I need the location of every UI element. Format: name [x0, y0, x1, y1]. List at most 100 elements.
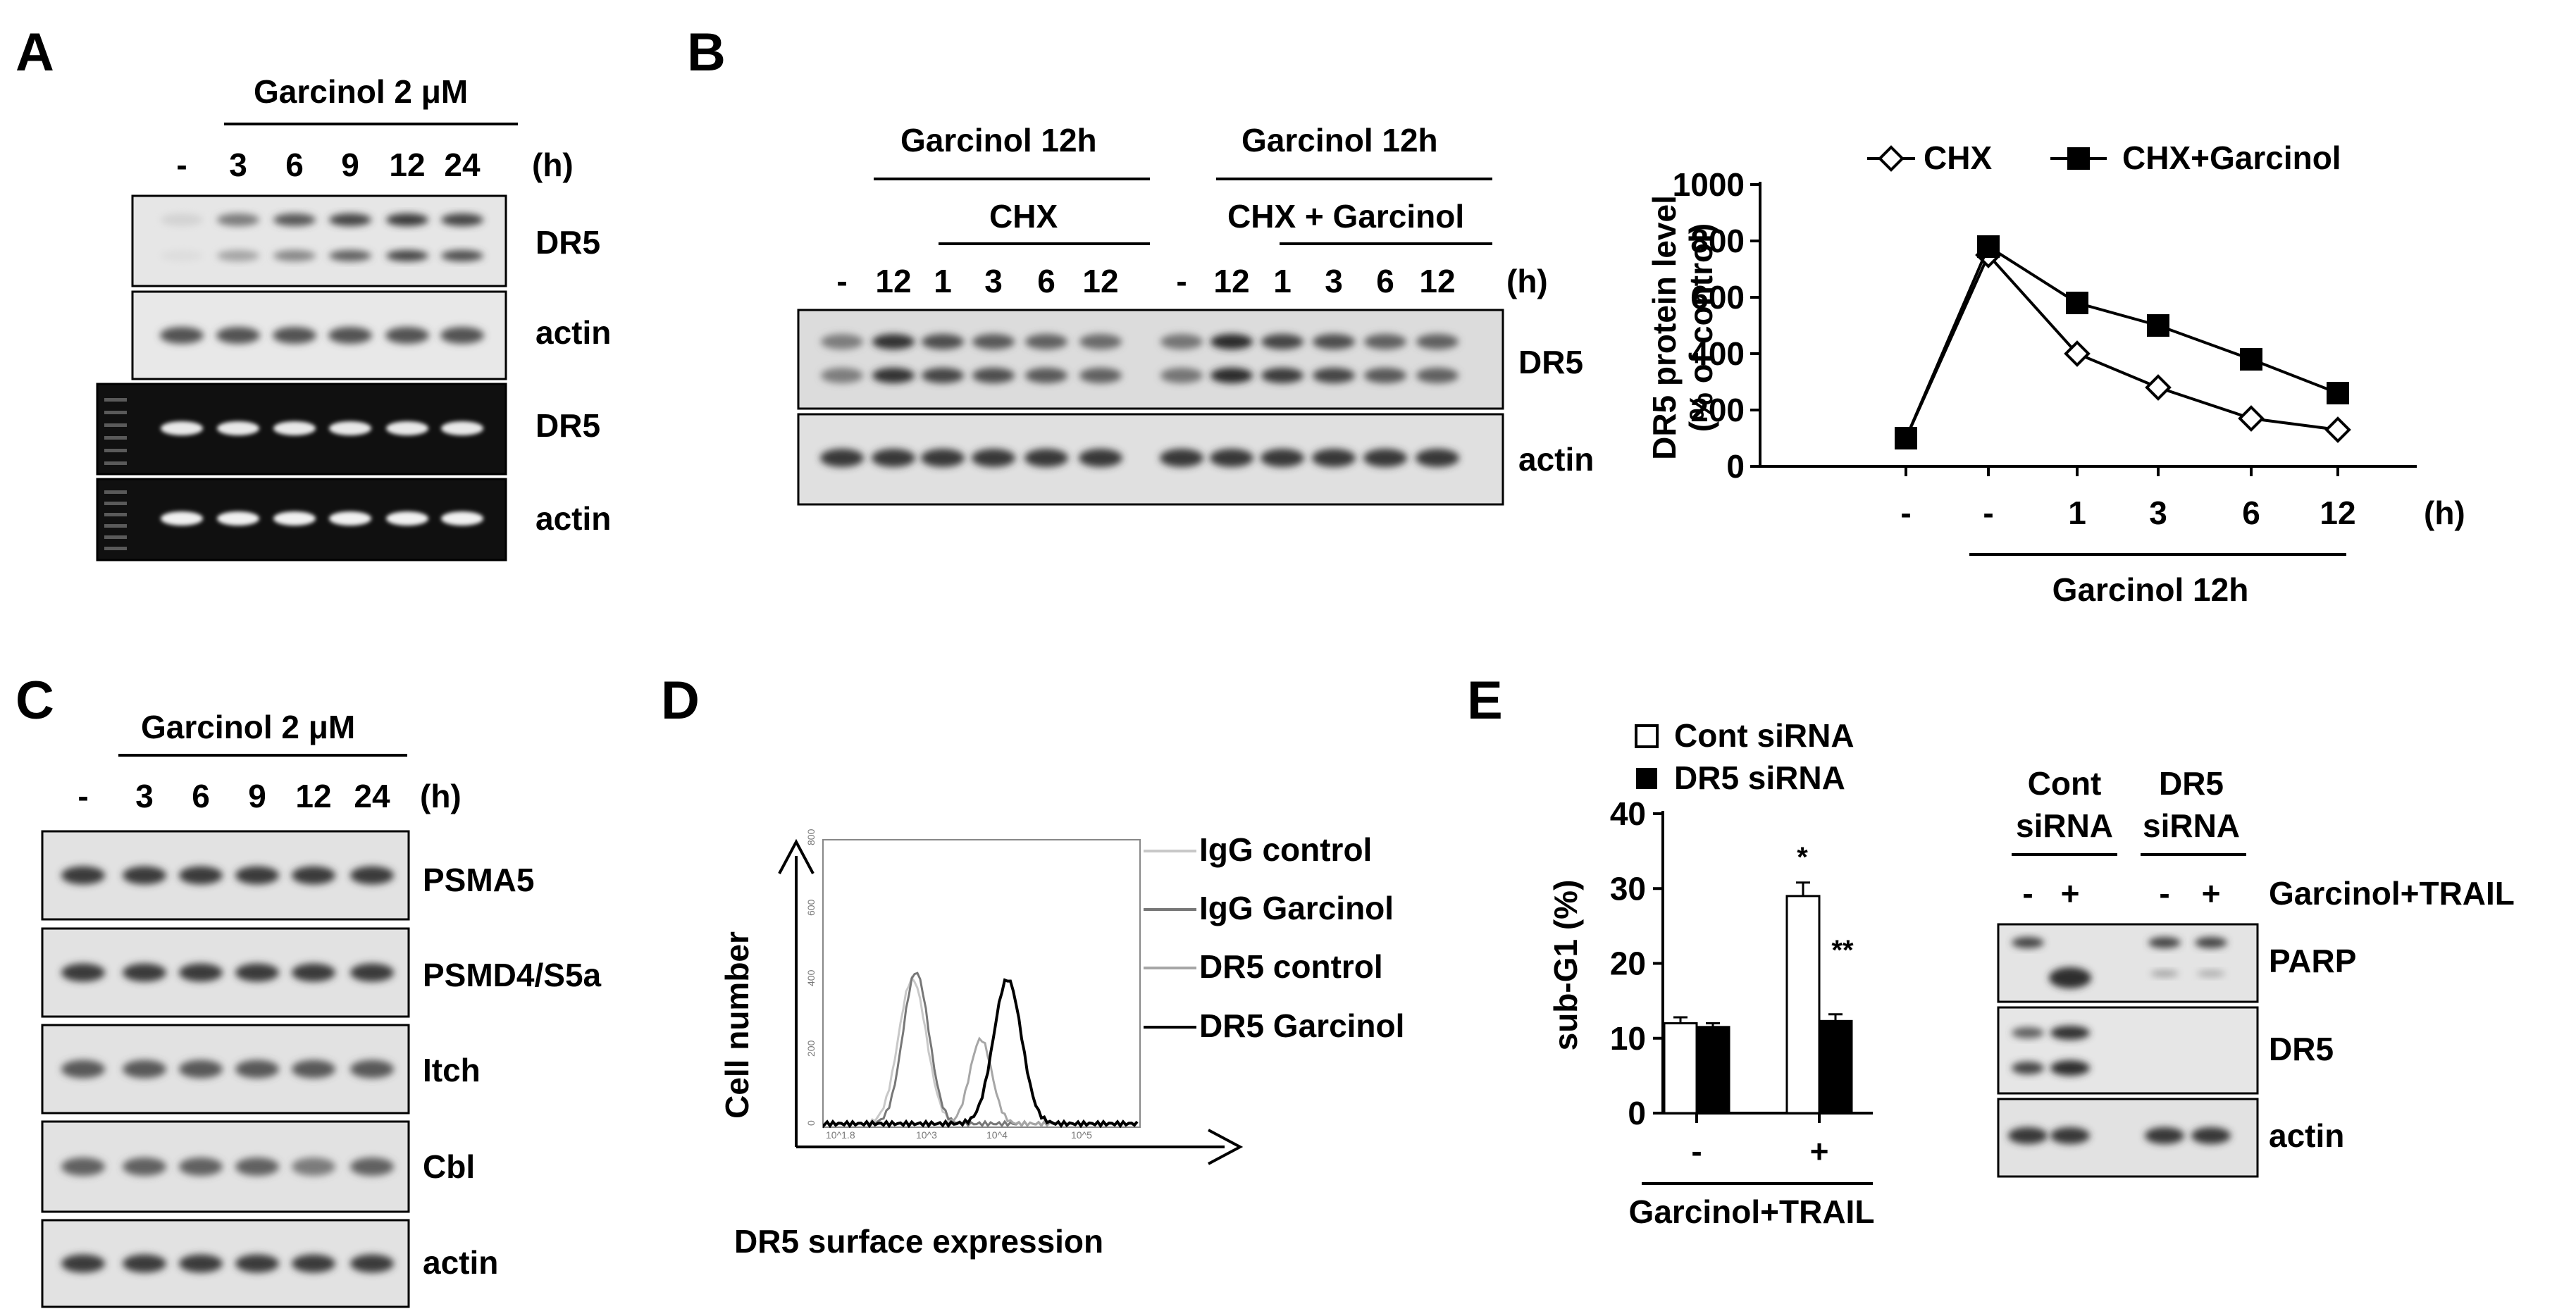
panel-c-row-labels: PSMA5 PSMD4/S5a Itch Cbl actin	[423, 862, 602, 1281]
panel-b-group2-label: Garcinol 12h	[1241, 122, 1438, 159]
band-c-4-3	[235, 1254, 279, 1273]
panel-d-legend: IgG control IgG Garcinol DR5 control DR5 Ga…	[1144, 831, 1404, 1044]
ladder-band-actin-3	[104, 524, 127, 528]
ladder-band-dr5-0	[104, 398, 127, 402]
band-c-0-4	[292, 866, 335, 885]
e-blot-row-1: DR5	[2269, 1031, 2334, 1067]
e-bar-1-0	[1695, 1026, 1730, 1115]
lane-label-b-9: 3	[1325, 263, 1343, 299]
y-tick-label-0: 0	[1726, 448, 1745, 485]
ladder-band-dr5-5	[104, 461, 127, 465]
band-b-dr5-upper-11	[1416, 334, 1459, 349]
band-b-dr5-lower-2	[922, 368, 964, 383]
band-c-3-0	[61, 1157, 105, 1176]
band-c-1-0	[61, 963, 105, 982]
band-a-actin-0	[160, 327, 204, 344]
band-b-dr5-upper-7	[1210, 334, 1253, 349]
e-band-dr5-1-lo	[2050, 1060, 2090, 1076]
lane-label-b-10: 6	[1376, 263, 1394, 299]
e-sig-double: **	[1831, 935, 1854, 966]
e-blot-lane-0: -	[2022, 875, 2033, 912]
band-b-dr5-lower-4	[1025, 368, 1067, 383]
e-xlabel: Garcinol+TRAIL	[1629, 1193, 1875, 1230]
band-b-dr5-upper-9	[1313, 334, 1355, 349]
panel-c-lane-labels: - 3 6 9 12 24 (h)	[78, 778, 461, 814]
ladder-band-actin-5	[104, 547, 127, 550]
lane-label-b-7: 12	[1213, 263, 1249, 299]
e-sig-single: *	[1797, 842, 1808, 873]
row-label-c-2: Itch	[423, 1052, 481, 1088]
band-a-dr5-upper-2	[273, 213, 316, 226]
e-band-actin-3	[2191, 1127, 2231, 1144]
band-c-4-4	[292, 1254, 335, 1273]
x-tick-label-2: 1	[2068, 495, 2086, 531]
lane-label-c-1: 3	[135, 778, 154, 814]
band-b-dr5-lower-7	[1210, 368, 1253, 383]
e-blot-dr5	[1997, 1006, 2259, 1095]
ladder-band-dr5-2	[104, 423, 127, 427]
ladder-band-actin-2	[104, 513, 127, 516]
band-b-actin-2	[921, 449, 965, 467]
gel-band-actin-3	[329, 511, 371, 526]
band-b-actin-3	[972, 449, 1015, 467]
y-tick-label-4: 800	[1690, 223, 1745, 259]
x-unit-label: (h)	[2424, 495, 2465, 531]
e-band-parp-0	[2012, 937, 2044, 948]
lane-label-c-4: 12	[295, 778, 331, 814]
ladder-band-actin-0	[104, 490, 127, 494]
band-c-4-5	[350, 1254, 394, 1273]
d-x-tick-3: 10^5	[1071, 1129, 1092, 1141]
band-b-dr5-upper-10	[1364, 334, 1406, 349]
e-legend-label-cont: Cont siRNA	[1674, 717, 1854, 754]
series-line-0	[1905, 252, 2339, 439]
lane-label-b-1: 12	[875, 263, 911, 299]
panel-d-xlabel: DR5 surface expression	[734, 1223, 1103, 1260]
panel-c-blots	[41, 830, 410, 1308]
band-b-dr5-upper-2	[922, 334, 964, 349]
band-a-actin-3	[328, 327, 372, 344]
d-y-tick-0: 0	[805, 1120, 817, 1126]
e-blot-group-cont-1: Cont	[2028, 765, 2102, 802]
band-c-3-4	[292, 1157, 335, 1176]
d-y-tick-2: 400	[805, 969, 817, 986]
panel-d-label: D	[661, 671, 700, 731]
panel-b-blots	[797, 309, 1504, 506]
e-blot-group-dr5-2: siRNA	[2143, 807, 2240, 844]
e-y-tick-label-2: 20	[1610, 945, 1646, 982]
y-tick-label-2: 400	[1690, 335, 1745, 372]
e-blot-group-dr5-1: DR5	[2159, 765, 2224, 802]
band-b-actin-7	[1210, 449, 1253, 467]
series-line-1	[1905, 244, 2339, 439]
band-b-dr5-lower-3	[972, 368, 1015, 383]
e-band-dr5-0-lo	[2012, 1062, 2044, 1074]
band-c-2-2	[179, 1060, 223, 1079]
x-tick-label-3: 3	[2149, 495, 2167, 531]
panel-a-lane-labels: - 3 6 9 12 24 (h)	[176, 147, 573, 183]
d-curve-dr5-control	[823, 1036, 1139, 1128]
e-band-parp-2b	[2150, 970, 2179, 977]
panel-e-label: E	[1467, 671, 1503, 731]
e-x-tick-label-0: -	[1691, 1133, 1702, 1169]
band-a-dr5-upper-3	[329, 213, 371, 226]
band-b-actin-4	[1024, 449, 1068, 467]
ladder-band-dr5-1	[104, 411, 127, 414]
e-blot-lane-1: +	[2061, 875, 2080, 912]
lane-label-c-0: -	[78, 778, 88, 814]
lane-label-c-3: 9	[248, 778, 266, 814]
row-label-b-1: actin	[1518, 441, 1594, 478]
d-x-tick-0: 10^1.8	[826, 1129, 855, 1141]
gel-band-actin-0	[161, 511, 203, 526]
band-c-3-2	[179, 1157, 223, 1176]
band-a-dr5-upper-1	[217, 213, 259, 226]
d-legend-label-0: IgG control	[1199, 831, 1372, 868]
panel-d: D 0 200 400 600 800 10^1.8 10^3 10^4 10^5 Cell n…	[661, 671, 1404, 1260]
lane-label-5: 24	[444, 147, 481, 183]
band-c-2-0	[61, 1060, 105, 1079]
lane-label-0: -	[176, 147, 187, 183]
ladder-band-dr5-4	[104, 449, 127, 452]
e-bar-0-1	[1785, 895, 1821, 1115]
d-y-tick-4: 800	[805, 828, 817, 845]
e-ylabel: sub-G1 (%)	[1547, 880, 1584, 1051]
band-c-0-5	[350, 866, 394, 885]
